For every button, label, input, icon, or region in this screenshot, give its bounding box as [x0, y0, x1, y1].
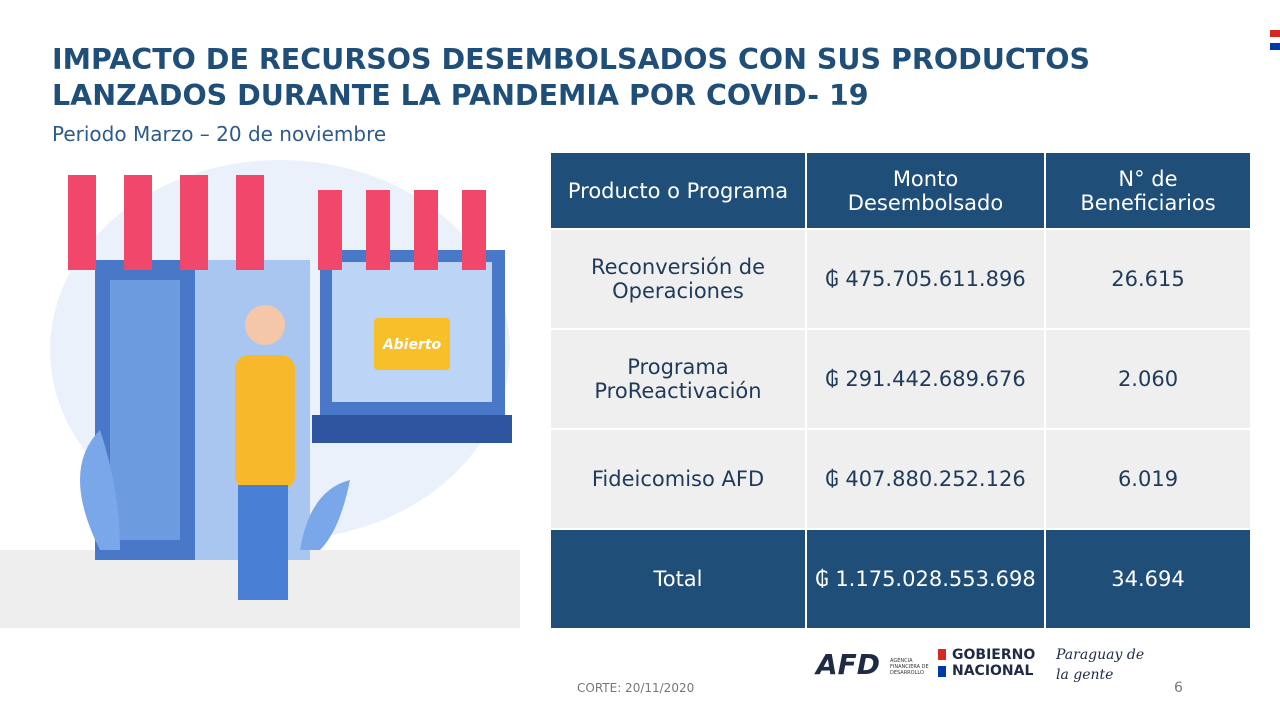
- cell: ₲ 291.442.689.676: [805, 328, 1046, 430]
- title-line: IMPACTO DE RECURSOS DESEMBOLSADOS CON SU…: [52, 43, 1090, 76]
- logo-gov: GOBIERNO NACIONAL: [952, 647, 1036, 679]
- data-table: Producto o Programa Monto Desembolsado N…: [549, 151, 1252, 630]
- row: Reconversión de Operaciones ₲ 475.705.61…: [549, 228, 1252, 330]
- header-row: Producto o Programa Monto Desembolsado N…: [549, 151, 1252, 230]
- logo-subtext: AGENCIA FINANCIERA DE DESARROLLO: [890, 658, 929, 676]
- total-row: Total ₲ 1.175.028.553.698 34.694: [549, 528, 1252, 630]
- row: Programa ProReactivación ₲ 291.442.689.6…: [549, 328, 1252, 430]
- cell: Fideicomiso AFD: [549, 428, 807, 530]
- cell: ₲ 407.880.252.126: [805, 428, 1046, 530]
- logo-text: AFD: [816, 648, 881, 681]
- logo-paraguay: Paraguay de la gente: [1056, 647, 1145, 683]
- flag-blue: [1270, 43, 1280, 50]
- column-header: Producto o Programa: [567, 178, 789, 203]
- logo-afd: AFD AGENCIA FINANCIERA DE DESARROLLO: [816, 648, 936, 682]
- cell: ₲ 1.175.028.553.698: [805, 528, 1046, 630]
- cell: Reconversión de Operaciones: [590, 255, 766, 303]
- cell: 26.615: [1044, 228, 1252, 330]
- column-header: Monto Desembolsado: [847, 166, 1004, 215]
- title: IMPACTO DE RECURSOS DESEMBOLSADOS CON SU…: [52, 42, 1090, 114]
- cell: 34.694: [1044, 528, 1252, 630]
- subtitle: Periodo Marzo – 20 de noviembre: [52, 122, 387, 146]
- title-line: LANZADOS DURANTE LA PANDEMIA POR COVID- …: [52, 79, 869, 112]
- cell: Programa ProReactivación: [594, 355, 762, 403]
- row: Fideicomiso AFD ₲ 407.880.252.126 6.019: [549, 428, 1252, 530]
- cell: ₲ 475.705.611.896: [805, 228, 1046, 330]
- illustration: Abierto: [0, 160, 520, 628]
- flag-red: [1270, 30, 1280, 37]
- cell: 6.019: [1044, 428, 1252, 530]
- cell: 2.060: [1044, 328, 1252, 430]
- cutoff: CORTE: 20/11/2020: [577, 681, 695, 695]
- column-header: N° de Beneficiarios: [1080, 166, 1216, 215]
- sign-text: Abierto: [382, 337, 442, 353]
- logo-flag: [938, 649, 946, 677]
- page-number: 6: [1174, 680, 1183, 696]
- cell: Total: [549, 528, 807, 630]
